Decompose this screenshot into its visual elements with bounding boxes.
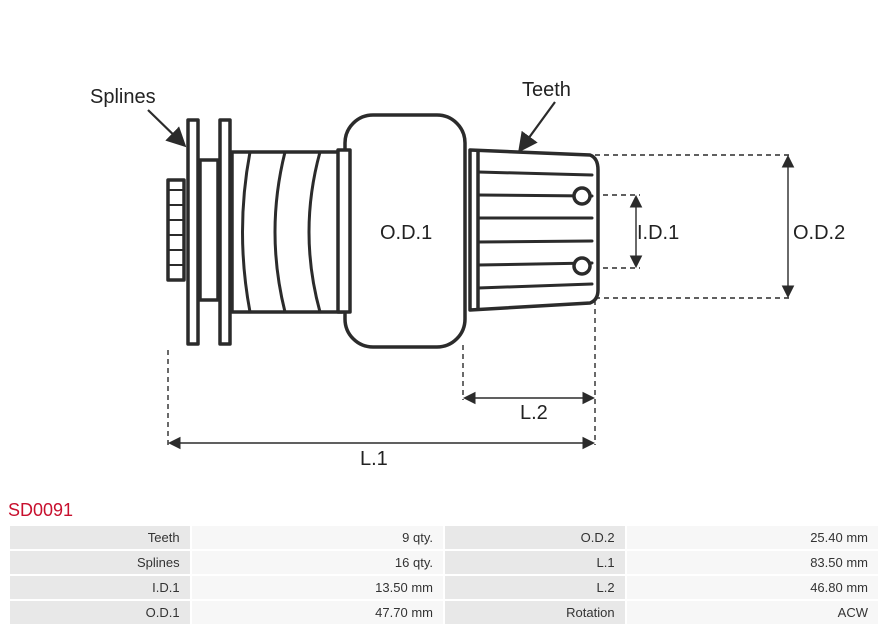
part-number: SD0091: [8, 500, 73, 521]
spec-key: L.1: [445, 551, 625, 574]
table-row: Splines 16 qty. L.1 83.50 mm: [10, 551, 878, 574]
technical-diagram: Splines Teeth O.D.1 I.D.1 O.D.2 L.1 L.2: [0, 0, 889, 490]
spec-value: 13.50 mm: [192, 576, 443, 599]
diagram-svg: [0, 0, 889, 490]
spec-key: L.2: [445, 576, 625, 599]
spring: [232, 152, 342, 312]
spec-key: O.D.1: [10, 601, 190, 624]
table-row: O.D.1 47.70 mm Rotation ACW: [10, 601, 878, 624]
label-id1: I.D.1: [637, 222, 679, 245]
label-teeth: Teeth: [522, 79, 571, 102]
table-row: Teeth 9 qty. O.D.2 25.40 mm: [10, 526, 878, 549]
label-splines: Splines: [90, 86, 156, 109]
spec-key: Rotation: [445, 601, 625, 624]
spec-value: ACW: [627, 601, 878, 624]
spec-value: 16 qty.: [192, 551, 443, 574]
spec-value: 25.40 mm: [627, 526, 878, 549]
spec-key: O.D.2: [445, 526, 625, 549]
label-l1: L.1: [360, 448, 388, 471]
table-row: I.D.1 13.50 mm L.2 46.80 mm: [10, 576, 878, 599]
spec-value: 47.70 mm: [192, 601, 443, 624]
spec-value: 9 qty.: [192, 526, 443, 549]
spec-key: Splines: [10, 551, 190, 574]
spec-value: 46.80 mm: [627, 576, 878, 599]
label-l2: L.2: [520, 402, 548, 425]
label-od2: O.D.2: [793, 222, 845, 245]
spec-tbody: Teeth 9 qty. O.D.2 25.40 mm Splines 16 q…: [10, 526, 878, 624]
spline-hub: [168, 120, 230, 344]
gear-teeth: [470, 150, 598, 310]
spec-key: I.D.1: [10, 576, 190, 599]
spec-value: 83.50 mm: [627, 551, 878, 574]
spec-table: Teeth 9 qty. O.D.2 25.40 mm Splines 16 q…: [8, 524, 880, 626]
spec-key: Teeth: [10, 526, 190, 549]
label-od1: O.D.1: [380, 222, 432, 245]
